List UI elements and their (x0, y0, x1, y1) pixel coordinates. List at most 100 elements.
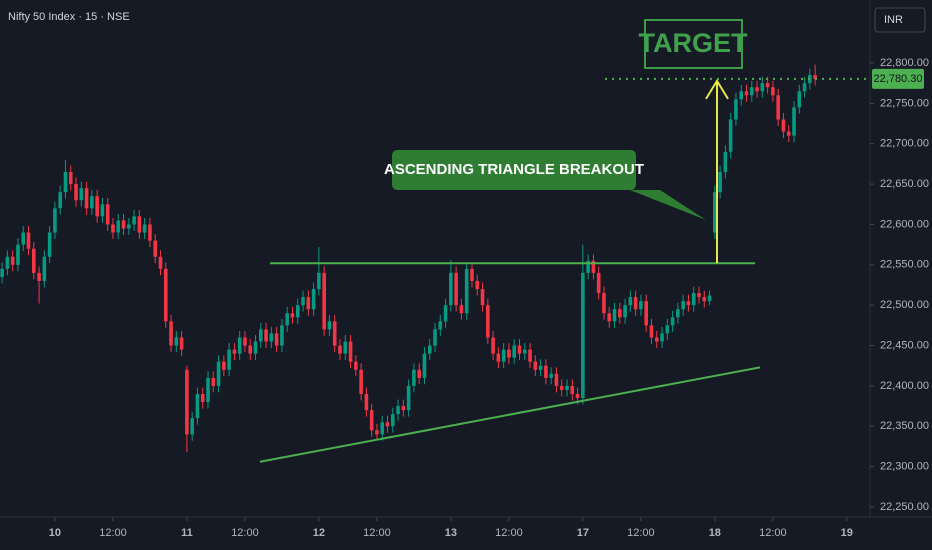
candle-body (554, 373, 559, 386)
candle-body (142, 224, 147, 233)
candle-body (501, 349, 506, 362)
candle-body (633, 297, 638, 310)
y-tick-label: 22,300.00 (880, 461, 929, 473)
candle-body (570, 385, 575, 394)
candle-body (491, 337, 495, 354)
candle-body (718, 171, 722, 193)
candle-body (528, 349, 532, 362)
candle-body (58, 192, 62, 209)
candle-body (364, 393, 369, 411)
x-tick-label: 12:00 (363, 527, 391, 539)
candle-body (744, 91, 749, 96)
candle-body (702, 297, 707, 302)
candle-body (644, 301, 648, 326)
candle-body (401, 406, 406, 411)
candle-body (586, 260, 590, 273)
candle-body (68, 171, 73, 185)
candle-body (406, 385, 411, 411)
currency[interactable]: INR (884, 14, 903, 26)
candle-body (343, 341, 348, 354)
candle-body (591, 260, 596, 273)
candle-body (290, 313, 295, 318)
candle-body (317, 272, 321, 290)
candle-body (538, 365, 543, 370)
chart-title: Nifty 50 Index · 15 · NSE (8, 11, 130, 23)
candle-body (169, 321, 173, 346)
callout-text: ASCENDING TRIANGLE BREAKOUT (384, 161, 644, 178)
candle-body (253, 341, 258, 354)
candle-body (707, 295, 712, 302)
candle-body (195, 393, 200, 419)
candle-body (464, 268, 469, 314)
candle-body (111, 224, 115, 233)
candle-body (369, 410, 374, 431)
candle-body (665, 325, 670, 334)
candle-body (222, 361, 226, 370)
candle-body (781, 119, 786, 132)
y-tick-label: 22,750.00 (880, 97, 929, 109)
y-tick-label: 22,500.00 (880, 299, 929, 311)
candle-body (454, 272, 458, 306)
x-tick-label: 12:00 (495, 527, 523, 539)
candle-body (5, 256, 10, 269)
candle-body (755, 87, 759, 92)
candle-body (654, 337, 659, 342)
candle-body (375, 430, 379, 435)
candle-body (480, 289, 485, 306)
y-tick-label: 22,650.00 (880, 178, 929, 190)
y-tick-label: 22,700.00 (880, 138, 929, 150)
y-tick-label: 22,250.00 (880, 501, 929, 513)
candle-body (786, 131, 791, 136)
candle-body (660, 333, 664, 342)
candle-body (559, 385, 564, 390)
candle-body (617, 309, 622, 318)
y-tick-label: 22,550.00 (880, 259, 929, 271)
candle-body (628, 297, 633, 306)
candle-body (0, 268, 4, 277)
candle-body (90, 196, 94, 209)
candle-body (544, 365, 548, 378)
candle-body (681, 301, 685, 310)
candle-body (10, 256, 15, 265)
candle-body (575, 393, 580, 399)
candle-body (105, 204, 110, 225)
candle-body (84, 188, 89, 209)
candle-body (274, 333, 279, 346)
candle-body (306, 297, 311, 310)
x-tick-label: 12:00 (99, 527, 127, 539)
candle-body (185, 369, 189, 435)
y-tick-label: 22,350.00 (880, 420, 929, 432)
currency-box[interactable] (874, 7, 926, 33)
candle-body (121, 220, 126, 229)
candle-body (232, 349, 237, 354)
candle-body (443, 305, 448, 322)
candle-body (813, 75, 817, 79)
candle-body (802, 83, 807, 92)
candle-body (765, 83, 770, 88)
candle-body (42, 256, 47, 281)
candle-body (190, 418, 194, 435)
candle-body (264, 329, 268, 342)
candle-body (37, 272, 41, 281)
candle-body (269, 333, 274, 342)
candle-body (79, 188, 84, 201)
candle-body (311, 289, 316, 310)
candle-body (649, 325, 654, 338)
candle-body (676, 309, 680, 318)
candle-body (153, 240, 158, 257)
candle-body (206, 377, 210, 403)
candle-body (760, 83, 765, 92)
y-tick-label: 22,800.00 (880, 57, 929, 69)
x-tick-label: 12:00 (759, 527, 787, 539)
candle-body (248, 345, 253, 354)
candle-body (475, 280, 480, 290)
x-tick-label: 12:00 (627, 527, 655, 539)
candle-body (596, 272, 601, 294)
candle-body (21, 232, 26, 245)
candle-body (243, 337, 247, 346)
target-arrowhead (705, 78, 729, 100)
candle-body (749, 87, 754, 96)
candle-body (354, 361, 358, 370)
candle-body (280, 325, 284, 346)
candle-body (237, 337, 242, 354)
